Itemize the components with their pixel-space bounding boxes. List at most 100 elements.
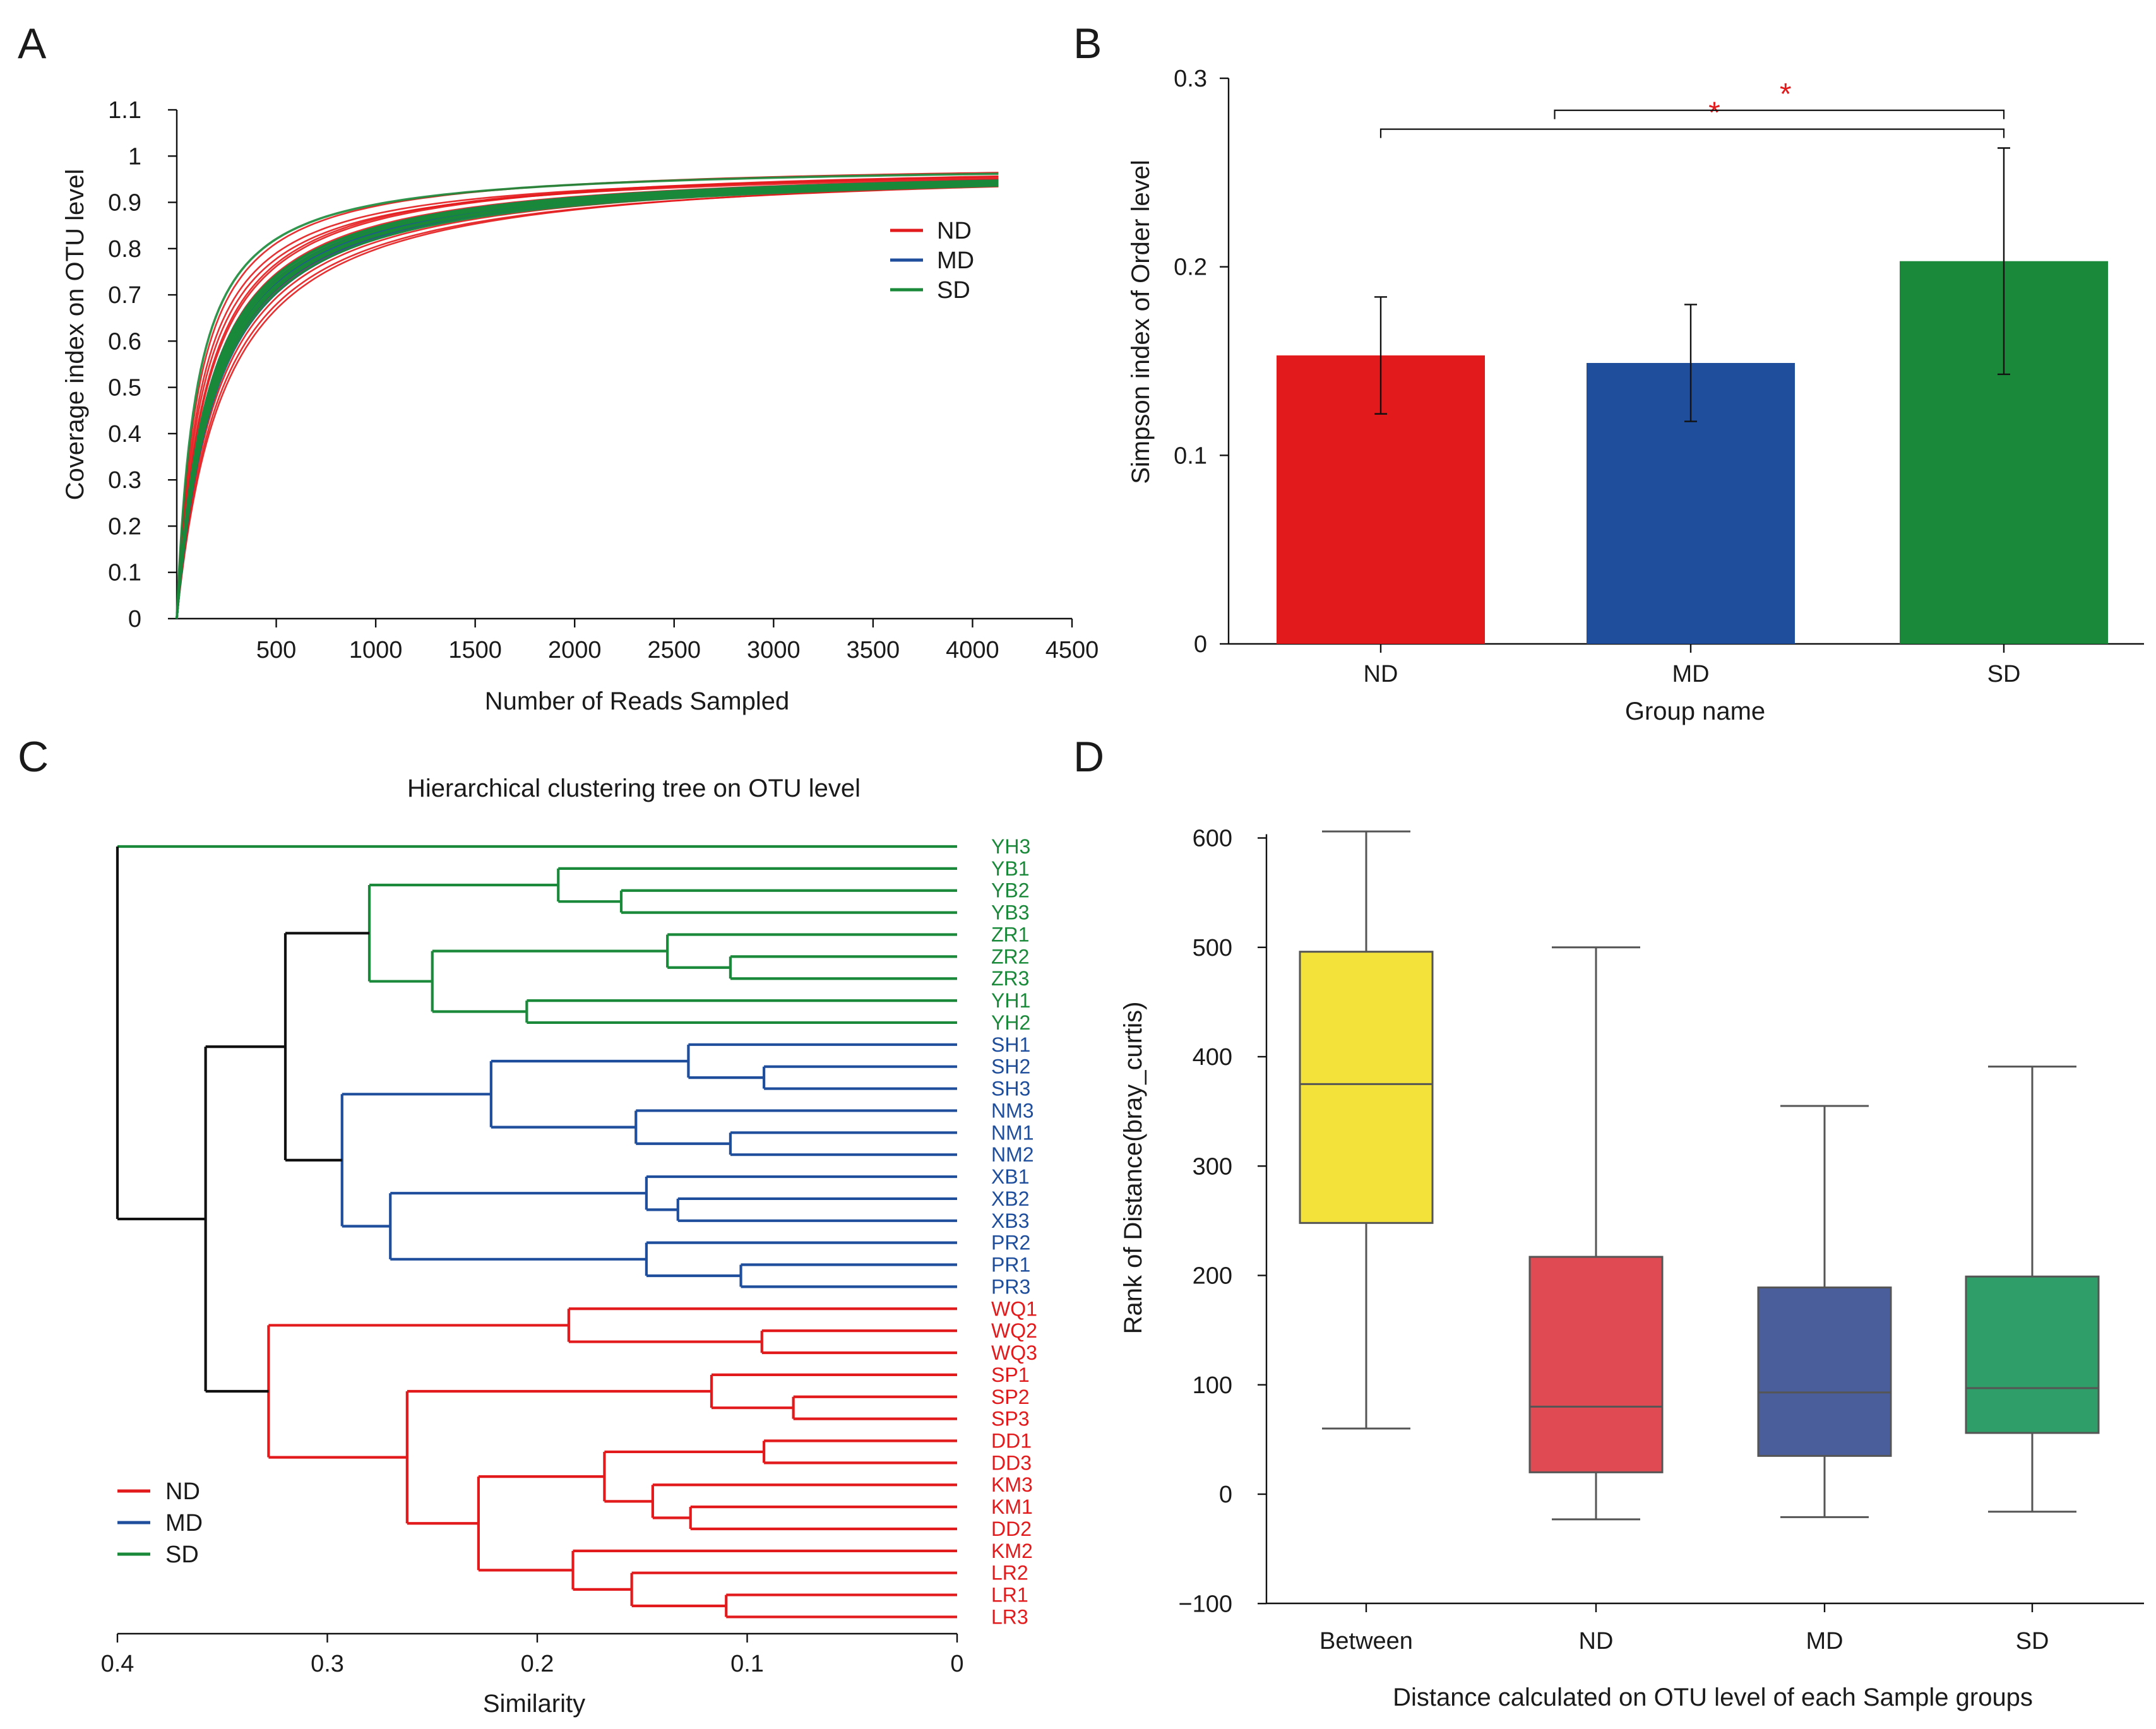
panel-a-curve-sd bbox=[176, 172, 999, 619]
panel-d-x-tick-label: SD bbox=[2016, 1628, 2049, 1655]
panel-a-x-tick-label: 4500 bbox=[1045, 637, 1099, 663]
panel-c-leaf-label: XB3 bbox=[991, 1209, 1029, 1232]
simpson-bar-chart: Group name Simpson index of Order level … bbox=[1127, 66, 2144, 725]
distance-box-plot: Distance calculated on OTU level of each… bbox=[1119, 826, 2144, 1711]
panel-d-y-tick-label: 400 bbox=[1193, 1044, 1232, 1071]
panel-d-y-tick-label: −100 bbox=[1178, 1591, 1232, 1617]
panel-d-y-axis-title: Rank of Distance(bray_curtis) bbox=[1119, 1002, 1147, 1334]
panel-d-y-tick-label: 100 bbox=[1193, 1372, 1232, 1399]
panel-d-y-tick-label: 500 bbox=[1193, 935, 1232, 961]
panel-d-box-md bbox=[1757, 1286, 1892, 1457]
panel-b-x-tick-label: MD bbox=[1672, 661, 1709, 687]
panel-a-y-tick-label: 0.7 bbox=[108, 282, 141, 309]
panel-a-legend-label: ND bbox=[937, 218, 972, 244]
panel-b-significance-bracket bbox=[1379, 128, 2005, 138]
panel-c-x-tick-label: 0.1 bbox=[730, 1651, 764, 1677]
panel-c-leaf-label: PR3 bbox=[991, 1275, 1030, 1298]
panel-c-leaf-label: DD2 bbox=[991, 1518, 1032, 1540]
panel-letter-a: A bbox=[18, 20, 47, 68]
panel-a-y-tick-label: 0.9 bbox=[108, 190, 141, 217]
panel-c-leaf-label: LR3 bbox=[991, 1605, 1028, 1628]
panel-c-leaf-label: DD1 bbox=[991, 1429, 1032, 1452]
panel-b-y-tick-label: 0.1 bbox=[1174, 443, 1207, 469]
panel-b-y-axis-title: Simpson index of Order level bbox=[1127, 160, 1155, 484]
coverage-curve-chart: Number of Reads Sampled Coverage index o… bbox=[61, 97, 1099, 715]
panel-d-y-tick-label: 600 bbox=[1193, 826, 1232, 852]
panel-a-y-tick-label: 1 bbox=[128, 143, 141, 170]
panel-c-leaf-label: SP2 bbox=[991, 1386, 1029, 1408]
panel-c-leaf-label: ZR1 bbox=[991, 923, 1029, 946]
panel-a-curve-sd bbox=[176, 179, 999, 619]
panel-c-leaf-label: YH3 bbox=[991, 835, 1030, 858]
panel-c-legend-label: MD bbox=[165, 1510, 203, 1536]
panel-b-x-axis-title: Group name bbox=[1625, 698, 1765, 725]
panel-c-leaf-label: XB2 bbox=[991, 1187, 1029, 1210]
panel-d-y-tick-label: 200 bbox=[1193, 1263, 1232, 1290]
panel-c-leaf-label: WQ1 bbox=[991, 1297, 1037, 1320]
panel-a-y-tick-label: 0.5 bbox=[108, 375, 141, 401]
panel-a-y-tick-label: 0.2 bbox=[108, 513, 141, 540]
panel-d-box-sd bbox=[1965, 1275, 2100, 1434]
panel-letter-b: B bbox=[1073, 20, 1102, 68]
panel-a-x-axis-title: Number of Reads Sampled bbox=[485, 687, 789, 715]
panel-a-x-tick-label: 1000 bbox=[349, 637, 403, 663]
panel-a-legend-label: MD bbox=[937, 247, 974, 274]
panel-d-y-tick-label: 0 bbox=[1219, 1482, 1232, 1508]
panel-a-y-tick-label: 0.1 bbox=[108, 560, 141, 586]
panel-c-leaf-label: XB1 bbox=[991, 1165, 1029, 1188]
panel-letter-d: D bbox=[1073, 733, 1104, 781]
clustering-dendrogram: Hierarchical clustering tree on OTU leve… bbox=[101, 775, 1037, 1718]
panel-a-curve-nd bbox=[176, 178, 999, 619]
panel-d-y-tick-label: 300 bbox=[1193, 1153, 1232, 1180]
panel-c-leaf-label: YH2 bbox=[991, 1011, 1030, 1034]
panel-c-leaf-label: WQ3 bbox=[991, 1341, 1037, 1364]
panel-d-box-between bbox=[1299, 951, 1434, 1224]
panel-c-leaf-label: LR1 bbox=[991, 1584, 1028, 1607]
panel-a-x-tick-label: 2500 bbox=[648, 637, 701, 663]
panel-a-y-tick-label: 0.8 bbox=[108, 236, 141, 263]
panel-a-x-tick-label: 4000 bbox=[946, 637, 999, 663]
panel-a-x-tick-label: 1500 bbox=[448, 637, 502, 663]
panel-c-leaf-label: WQ2 bbox=[991, 1319, 1037, 1342]
panel-a-legend-label: SD bbox=[937, 277, 970, 304]
panel-d-x-axis-title: Distance calculated on OTU level of each… bbox=[1393, 1684, 2033, 1711]
panel-c-x-tick-label: 0 bbox=[950, 1651, 963, 1677]
panel-c-leaf-label: SH2 bbox=[991, 1055, 1030, 1078]
panel-d-x-tick-label: MD bbox=[1806, 1628, 1843, 1655]
panel-b-x-tick-label: SD bbox=[1987, 661, 2021, 687]
panel-a-curve-nd bbox=[176, 175, 999, 619]
panel-c-leaf-label: YB3 bbox=[991, 901, 1029, 924]
panel-a-curve-nd bbox=[176, 186, 999, 619]
panel-a-x-tick-label: 500 bbox=[256, 637, 296, 663]
panel-c-title: Hierarchical clustering tree on OTU leve… bbox=[407, 775, 861, 802]
panel-c-leaf-label: YH1 bbox=[991, 989, 1030, 1012]
panel-d-box-nd bbox=[1528, 1256, 1664, 1473]
panel-c-leaf-label: NM1 bbox=[991, 1121, 1034, 1144]
panel-c-leaf-label: SH1 bbox=[991, 1033, 1030, 1056]
panel-a-curve-sd bbox=[176, 184, 999, 619]
panel-letter-c: C bbox=[18, 733, 49, 781]
panel-c-leaf-label: NM3 bbox=[991, 1099, 1034, 1122]
panel-a-x-tick-label: 3500 bbox=[847, 637, 900, 663]
panel-b-y-tick-label: 0.2 bbox=[1174, 254, 1207, 281]
panel-a-curve-sd bbox=[176, 183, 999, 619]
panel-c-leaf-label: LR2 bbox=[991, 1562, 1028, 1584]
panel-c-leaf-label: PR1 bbox=[991, 1254, 1030, 1276]
panel-c-leaf-label: KM1 bbox=[991, 1495, 1033, 1518]
panel-a-y-tick-label: 0.3 bbox=[108, 467, 141, 494]
panel-c-x-tick-label: 0.2 bbox=[521, 1651, 554, 1677]
panel-c-leaf-label: PR2 bbox=[991, 1232, 1030, 1254]
panel-c-legend-label: SD bbox=[165, 1542, 199, 1568]
panel-a-x-tick-label: 2000 bbox=[548, 637, 602, 663]
panel-c-leaf-label: KM3 bbox=[991, 1473, 1033, 1496]
panel-b-significance-star: * bbox=[1708, 97, 1720, 130]
panel-c-legend-label: ND bbox=[165, 1478, 200, 1505]
panel-a-y-tick-label: 0.6 bbox=[108, 328, 141, 355]
panel-a-x-tick-label: 3000 bbox=[747, 637, 801, 663]
panel-d-x-tick-label: ND bbox=[1579, 1628, 1614, 1655]
panel-c-leaf-label: YB1 bbox=[991, 857, 1029, 880]
panel-c-leaf-label: YB2 bbox=[991, 879, 1029, 902]
panel-c-leaf-label: ZR2 bbox=[991, 945, 1029, 968]
panel-c-leaf-label: KM2 bbox=[991, 1540, 1033, 1562]
